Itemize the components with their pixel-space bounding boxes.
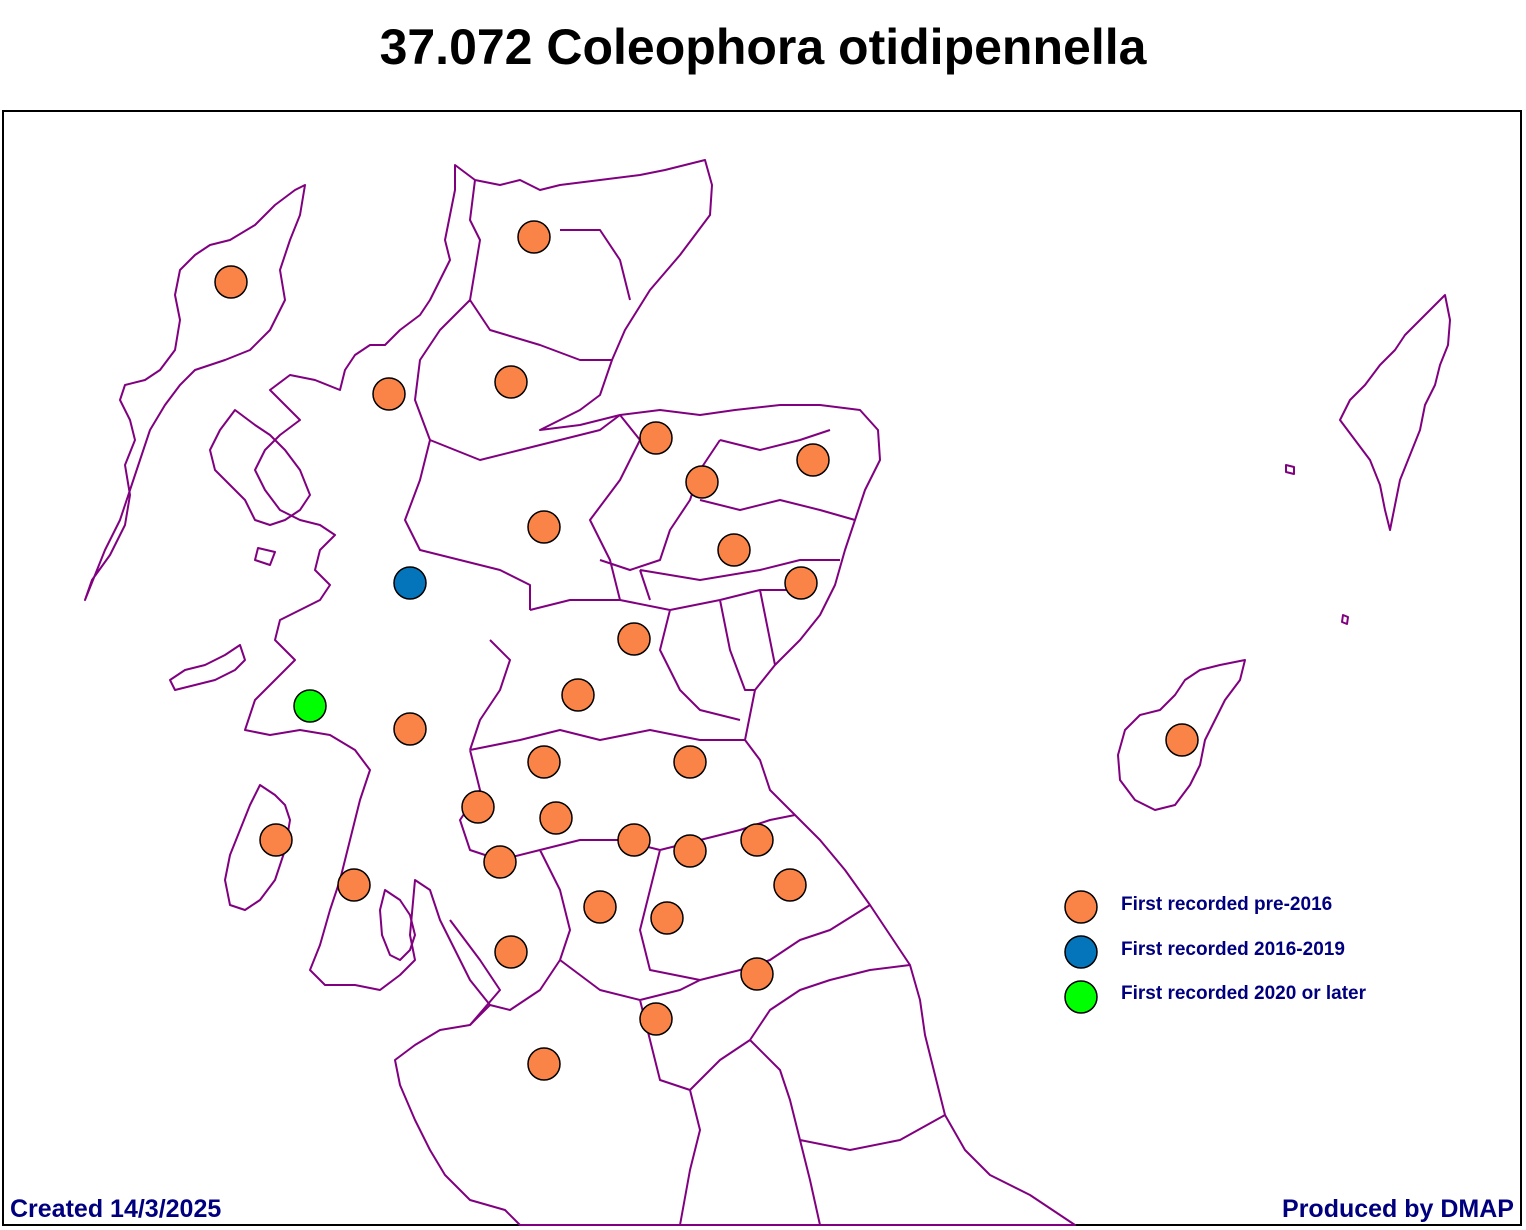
record-dot-pre2016	[617, 823, 651, 857]
record-dot-pre2016	[337, 868, 371, 902]
vice-county-boundaries	[84, 159, 1451, 1226]
record-dots	[214, 220, 1199, 1081]
record-dot-pre2016	[527, 1047, 561, 1081]
record-dot-pre2016	[527, 510, 561, 544]
record-dot-pre2016	[717, 533, 751, 567]
record-dot-pre2016	[461, 790, 495, 824]
record-dot-pre2016	[393, 712, 427, 746]
legend-marker-pre2016	[1064, 890, 1098, 924]
produced-by: Produced by DMAP	[1282, 1195, 1514, 1223]
legend-marker-y2020_later	[1064, 980, 1098, 1014]
record-dot-pre2016	[685, 465, 719, 499]
record-dot-pre2016	[784, 566, 818, 600]
record-dot-pre2016	[527, 745, 561, 779]
legend-label-pre-2016: First recorded pre-2016	[1121, 894, 1333, 915]
record-dot-pre2016	[214, 265, 248, 299]
county-lines	[404, 179, 946, 1226]
legend-label-2020-later: First recorded 2020 or later	[1121, 983, 1366, 1004]
legend-label-2016-2019: First recorded 2016-2019	[1121, 939, 1345, 960]
record-dot-pre2016	[561, 678, 595, 712]
record-dot-pre2016	[372, 377, 406, 411]
outer-hebrides	[84, 184, 306, 601]
record-dot-pre2016	[773, 868, 807, 902]
record-dot-pre2016	[539, 801, 573, 835]
record-dot-pre2016	[673, 834, 707, 868]
record-dot-y2016_2019	[393, 566, 427, 600]
shetland	[1339, 294, 1451, 531]
mainland-outline	[244, 159, 1076, 1226]
record-dot-pre2016	[740, 823, 774, 857]
record-dot-pre2016	[740, 957, 774, 991]
created-date: Created 14/3/2025	[10, 1195, 222, 1223]
record-dot-pre2016	[494, 935, 528, 969]
record-dot-pre2016	[796, 443, 830, 477]
record-dot-pre2016	[639, 421, 673, 455]
record-dot-pre2016	[494, 365, 528, 399]
islay-jura	[224, 784, 291, 911]
small-islet	[1341, 614, 1349, 625]
fair-isle	[1285, 464, 1295, 475]
isle-of-arran	[379, 889, 416, 961]
map-title: 37.072 Coleophora otidipennella	[379, 19, 1147, 75]
record-dot-pre2016	[650, 901, 684, 935]
record-dot-pre2016	[583, 890, 617, 924]
record-dot-pre2016	[673, 745, 707, 779]
record-dot-pre2016	[483, 845, 517, 879]
record-dot-pre2016	[517, 220, 551, 254]
isle-of-mull	[169, 644, 246, 691]
record-dot-pre2016	[639, 1002, 673, 1036]
isle-of-skye	[209, 409, 311, 526]
legend-markers	[1064, 890, 1098, 1014]
orkney	[1117, 659, 1246, 811]
record-dot-pre2016	[1165, 723, 1199, 757]
record-dot-y2020_later	[293, 689, 327, 723]
record-dot-pre2016	[617, 622, 651, 656]
record-dot-pre2016	[259, 823, 293, 857]
legend-marker-y2016_2019	[1064, 935, 1098, 969]
small-islet-2	[254, 547, 276, 566]
